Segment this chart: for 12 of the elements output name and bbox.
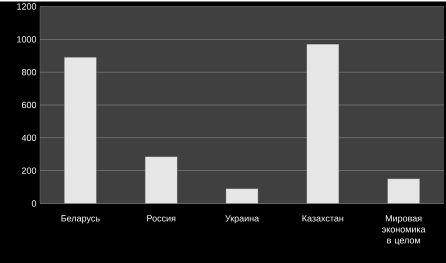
x-tick-label: Беларусь: [62, 215, 100, 224]
y-tick-label: 800: [22, 68, 36, 76]
y-tick-label: 0: [32, 200, 36, 206]
y-tick-label: 1200: [17, 3, 36, 10]
x-tick-label: Мировая экономика в целом: [382, 215, 426, 245]
y-tick-label: 1000: [17, 36, 36, 42]
x-tick-label: Казахстан: [302, 215, 344, 222]
y-tick-label: 200: [22, 167, 36, 174]
x-tick-label: Россия: [147, 215, 176, 222]
x-tick-label: Украина: [225, 215, 260, 224]
y-tick-label: 600: [22, 102, 36, 108]
y-tick-label: 400: [22, 134, 36, 141]
